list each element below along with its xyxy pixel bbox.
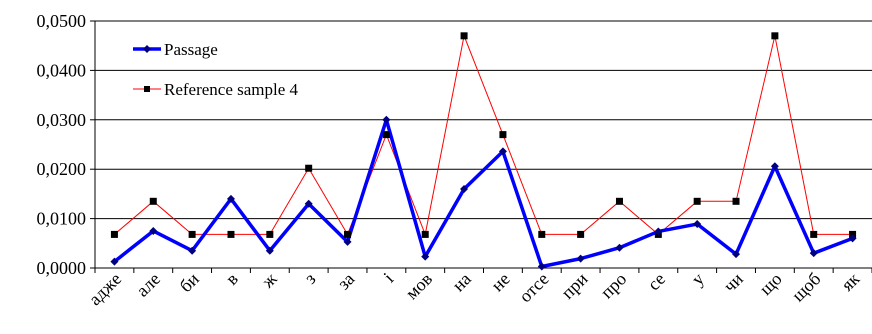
legend: Passage Reference sample 4 xyxy=(133,40,299,99)
passage-point xyxy=(732,250,741,259)
x-category-label: але xyxy=(132,269,164,301)
reference-point xyxy=(732,197,740,205)
passage-point xyxy=(537,262,546,271)
legend-passage-marker xyxy=(143,45,151,53)
reference-point xyxy=(188,230,196,238)
x-category-label: на xyxy=(448,269,475,296)
x-category-label: що xyxy=(755,269,785,299)
series-line-reference xyxy=(114,35,853,235)
x-category-label: з xyxy=(300,269,319,288)
passage-point xyxy=(304,199,313,208)
reference-point xyxy=(771,32,779,40)
x-category-label: за xyxy=(334,269,359,294)
reference-point xyxy=(693,197,701,205)
y-tick-label: 0,0400 xyxy=(37,60,87,80)
reference-point xyxy=(149,197,157,205)
reference-point xyxy=(305,164,313,172)
reference-point xyxy=(382,131,390,139)
passage-point xyxy=(226,194,235,203)
x-category-label: чи xyxy=(719,268,747,296)
legend-reference-marker xyxy=(144,86,150,92)
x-category-label: ж xyxy=(257,268,281,292)
passage-point xyxy=(460,184,469,193)
reference-point xyxy=(344,230,352,238)
x-category-label: в xyxy=(222,269,242,289)
series-line-passage xyxy=(113,118,854,269)
x-category-label: у xyxy=(687,269,708,290)
passage-point xyxy=(693,220,702,229)
reference-point xyxy=(110,230,118,238)
passage-point xyxy=(770,162,779,171)
axes xyxy=(90,20,872,273)
x-category-label: би xyxy=(176,268,204,296)
x-category-label: не xyxy=(487,269,514,296)
passage-point xyxy=(343,237,352,246)
y-tick-label: 0,0300 xyxy=(37,110,87,130)
series-lines xyxy=(110,32,857,271)
legend-passage-label: Passage xyxy=(164,40,218,59)
y-tick-label: 0,0200 xyxy=(37,159,87,179)
y-tick-labels: 0,0000 0,0100 0,0200 0,0300 0,0400 0,0500 xyxy=(37,11,87,278)
reference-point xyxy=(810,230,818,238)
x-category-label: щоб xyxy=(788,269,825,306)
x-category-label: отсе xyxy=(515,269,553,307)
legend-reference-label: Reference sample 4 xyxy=(164,80,299,99)
passage-point xyxy=(110,257,119,266)
x-category-label: мов xyxy=(401,269,436,304)
passage-point xyxy=(498,147,507,156)
y-tick-label: 0,0100 xyxy=(37,209,87,229)
reference-point xyxy=(499,131,507,139)
reference-point xyxy=(266,230,274,238)
passage-point xyxy=(809,249,818,258)
passage-point xyxy=(265,246,274,255)
x-category-label: адже xyxy=(85,269,126,310)
x-category-label: і xyxy=(380,269,398,287)
passage-point xyxy=(421,252,430,261)
reference-point xyxy=(460,32,468,40)
passage-point xyxy=(615,243,624,252)
y-tick-label: 0,0000 xyxy=(37,258,87,278)
passage-point xyxy=(576,254,585,263)
y-tick-label: 0,0500 xyxy=(37,11,87,31)
x-category-labels: адже але би в ж з за і мов на не отсе при про се у чи що щ… xyxy=(85,268,864,309)
reference-point xyxy=(577,230,585,238)
reference-point xyxy=(615,197,623,205)
reference-point xyxy=(538,230,546,238)
gridlines xyxy=(95,20,872,220)
passage-point xyxy=(654,227,663,236)
passage-point xyxy=(149,226,158,235)
x-category-label: при xyxy=(557,268,591,302)
x-category-label: як xyxy=(837,269,863,295)
passage-point xyxy=(382,115,391,124)
x-category-label: про xyxy=(597,269,631,303)
reference-point xyxy=(421,230,429,238)
passage-point xyxy=(848,234,857,243)
reference-point xyxy=(227,230,235,238)
x-category-label: се xyxy=(644,269,670,295)
passage-point xyxy=(188,246,197,255)
